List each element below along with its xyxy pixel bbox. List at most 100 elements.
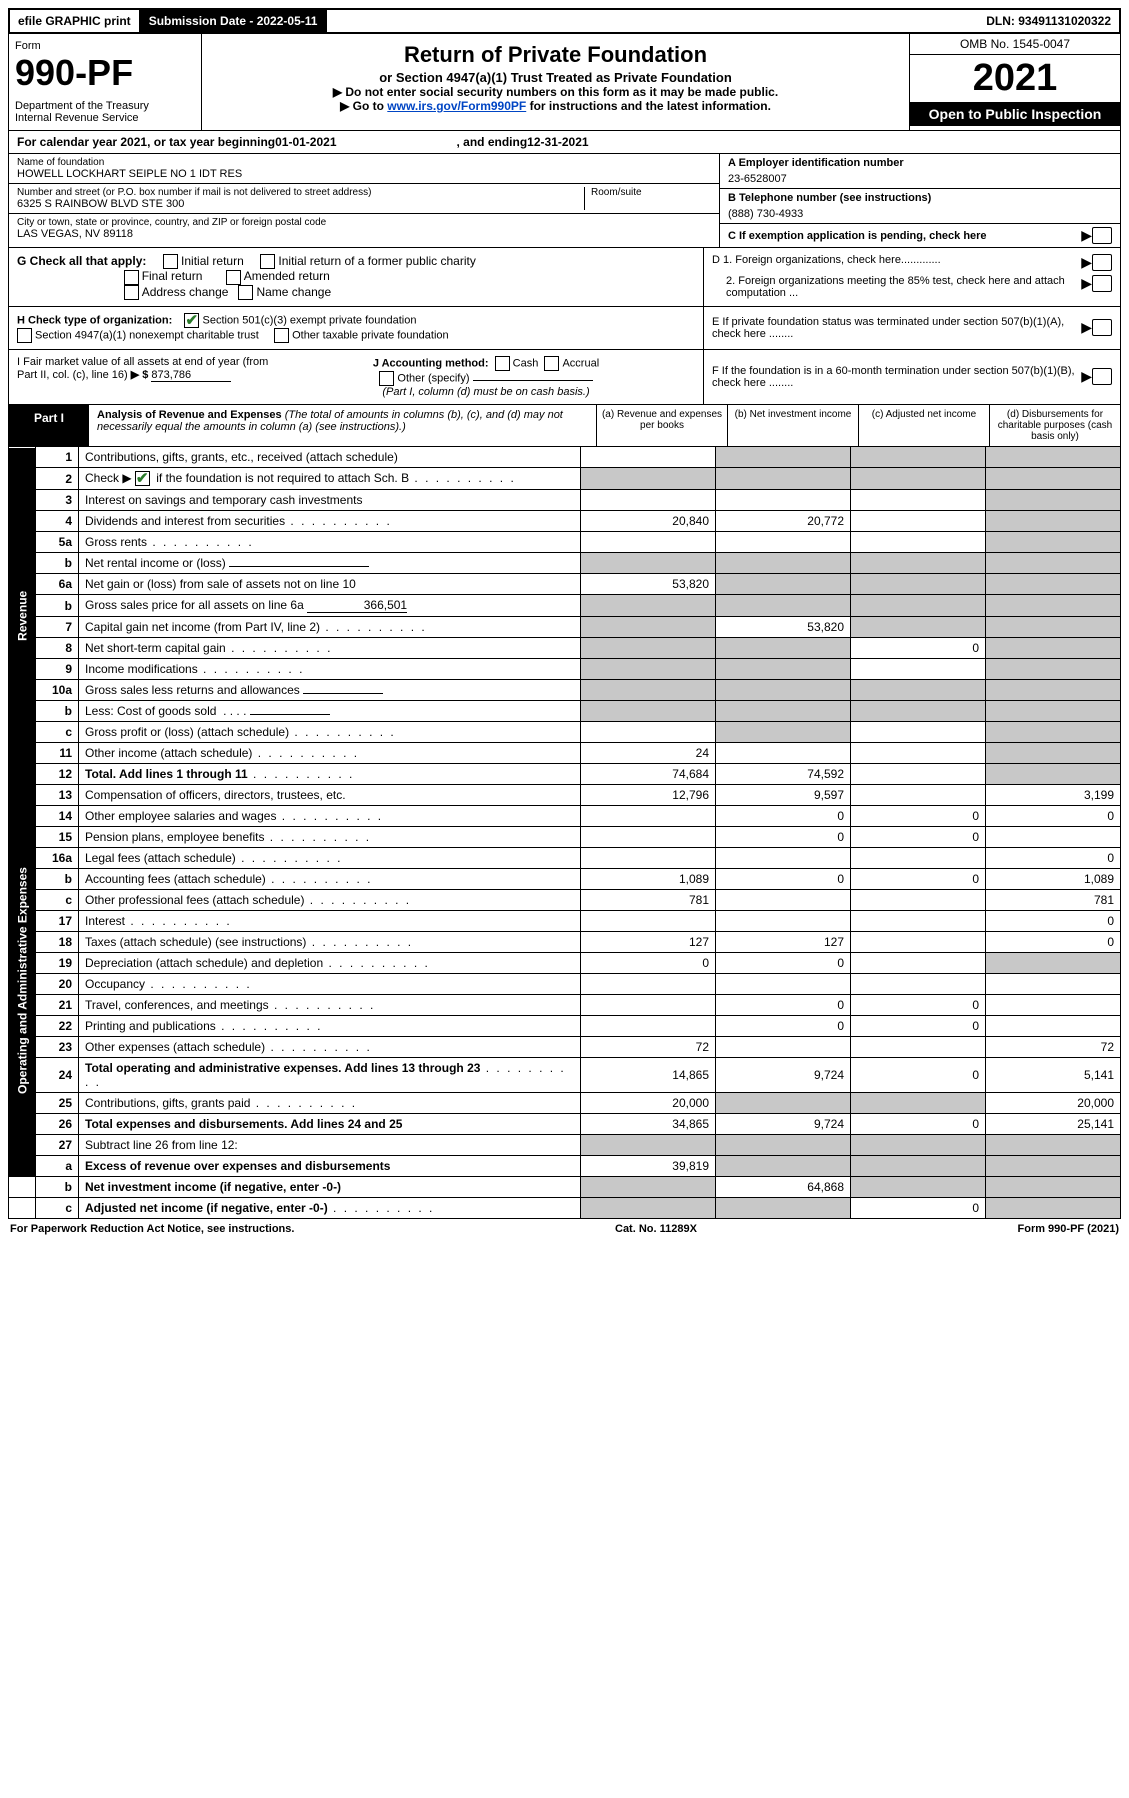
cal-begin: 01-01-2021 [275,135,336,149]
arrow-icon: ▶ [1081,227,1092,244]
arrow-icon: ▶ [1081,275,1092,299]
g-final-checkbox[interactable] [124,270,139,285]
phone-value: (888) 730-4933 [728,204,1112,220]
j-cash: Cash [513,357,539,369]
table-row: 5aGross rents [9,532,1121,553]
arrow-icon: ▶ [1081,319,1092,336]
table-row: 2 Check ▶ if the foundation is not requi… [9,467,1121,489]
table-row: 4Dividends and interest from securities2… [9,511,1121,532]
top-bar: efile GRAPHIC print Submission Date - 20… [8,8,1121,34]
table-row: bNet investment income (if negative, ent… [9,1177,1121,1198]
f-label: F If the foundation is in a 60-month ter… [712,365,1081,389]
open-public: Open to Public Inspection [910,102,1120,126]
ein-label: A Employer identification number [728,157,1112,169]
j-cash-checkbox[interactable] [495,356,510,371]
h-4947: Section 4947(a)(1) nonexempt charitable … [35,329,259,341]
d1-checkbox[interactable] [1092,254,1112,271]
j-other-checkbox[interactable] [379,371,394,386]
table-row: 22Printing and publications00 [9,1016,1121,1037]
form-header: Form 990-PF Department of the Treasury I… [8,34,1121,131]
section-i-j-f: I Fair market value of all assets at end… [8,350,1121,405]
e-label: E If private foundation status was termi… [712,316,1081,340]
f-checkbox[interactable] [1092,368,1112,385]
table-row: 6aNet gain or (loss) from sale of assets… [9,574,1121,595]
footer-left: For Paperwork Reduction Act Notice, see … [10,1223,294,1235]
table-row: cGross profit or (loss) (attach schedule… [9,722,1121,743]
form-note2-pre: ▶ Go to [340,99,387,113]
table-row: 11Other income (attach schedule)24 [9,743,1121,764]
cal-end: 12-31-2021 [527,135,588,149]
table-row: 21Travel, conferences, and meetings00 [9,995,1121,1016]
schb-checkbox[interactable] [135,471,150,486]
table-row: 18Taxes (attach schedule) (see instructi… [9,932,1121,953]
address: 6325 S RAINBOW BLVD STE 300 [17,198,584,210]
g-final: Final return [142,269,203,283]
g-name-checkbox[interactable] [238,285,253,300]
g-address-checkbox[interactable] [124,285,139,300]
h-other: Other taxable private foundation [292,329,449,341]
d2-checkbox[interactable] [1092,275,1112,292]
section-h-e: H Check type of organization: Section 50… [8,307,1121,350]
part1-header: Part I Analysis of Revenue and Expenses … [8,405,1121,447]
g-label: G Check all that apply: [17,254,146,268]
g-initial: Initial return [181,254,244,268]
h-label: H Check type of organization: [17,314,172,326]
table-row: bLess: Cost of goods sold . . . . [9,701,1121,722]
h-501c3-checkbox[interactable] [184,313,199,328]
expenses-tab: Operating and Administrative Expenses [9,785,36,1177]
room-label: Room/suite [591,187,711,198]
g-initial-former-checkbox[interactable] [260,254,275,269]
j-other: Other (specify) [397,372,469,384]
c-checkbox[interactable] [1092,227,1112,244]
calendar-row: For calendar year 2021, or tax year begi… [8,131,1121,154]
part1-table: Revenue 1 Contributions, gifts, grants, … [8,447,1121,1219]
table-row: bNet rental income or (loss) [9,553,1121,574]
g-amended-checkbox[interactable] [226,270,241,285]
form-subtitle: or Section 4947(a)(1) Trust Treated as P… [208,70,903,85]
footer-right: Form 990-PF (2021) [1018,1223,1119,1235]
form-number: 990-PF [15,52,195,94]
form-link[interactable]: www.irs.gov/Form990PF [387,99,526,113]
table-row: bGross sales price for all assets on lin… [9,595,1121,617]
city-label: City or town, state or province, country… [17,217,711,228]
g-address: Address change [142,285,229,299]
dept-treasury: Department of the Treasury Internal Reve… [15,94,195,124]
table-row: 10aGross sales less returns and allowanc… [9,680,1121,701]
table-row: bAccounting fees (attach schedule)1,0890… [9,869,1121,890]
table-row: 3Interest on savings and temporary cash … [9,490,1121,511]
table-row: 20Occupancy [9,974,1121,995]
c-label: C If exemption application is pending, c… [728,230,1081,242]
table-row: 15Pension plans, employee benefits00 [9,827,1121,848]
h-4947-checkbox[interactable] [17,328,32,343]
table-row: 8Net short-term capital gain0 [9,638,1121,659]
name-label: Name of foundation [17,157,711,168]
table-row: 17Interest0 [9,911,1121,932]
part1-label: Part I [9,405,89,446]
table-row: 26Total expenses and disbursements. Add … [9,1114,1121,1135]
efile-label: efile GRAPHIC print [10,10,141,32]
g-initial-former: Initial return of a former public charit… [278,254,475,268]
table-row: Operating and Administrative Expenses 13… [9,785,1121,806]
table-row: 9Income modifications [9,659,1121,680]
j-accrual-checkbox[interactable] [544,356,559,371]
d2-label: 2. Foreign organizations meeting the 85%… [712,275,1081,299]
arrow-icon: ▶ [1081,254,1092,271]
i-value: 873,786 [151,369,231,382]
col-c-hdr: (c) Adjusted net income [858,405,989,446]
arrow-icon: ▶ [1081,368,1092,385]
tax-year: 2021 [910,55,1120,102]
table-row: 7Capital gain net income (from Part IV, … [9,617,1121,638]
h-other-checkbox[interactable] [274,328,289,343]
j-label: J Accounting method: [373,357,489,369]
g-amended: Amended return [244,269,330,283]
d1-label: D 1. Foreign organizations, check here..… [712,254,1081,271]
form-note2-post: for instructions and the latest informat… [530,99,771,113]
revenue-tab: Revenue [9,447,36,785]
col-a-hdr: (a) Revenue and expenses per books [596,405,727,446]
addr-label: Number and street (or P.O. box number if… [17,187,584,198]
part1-title: Analysis of Revenue and Expenses [97,409,282,421]
table-row: 16aLegal fees (attach schedule)0 [9,848,1121,869]
e-checkbox[interactable] [1092,319,1112,336]
g-initial-checkbox[interactable] [163,254,178,269]
page-footer: For Paperwork Reduction Act Notice, see … [8,1219,1121,1239]
